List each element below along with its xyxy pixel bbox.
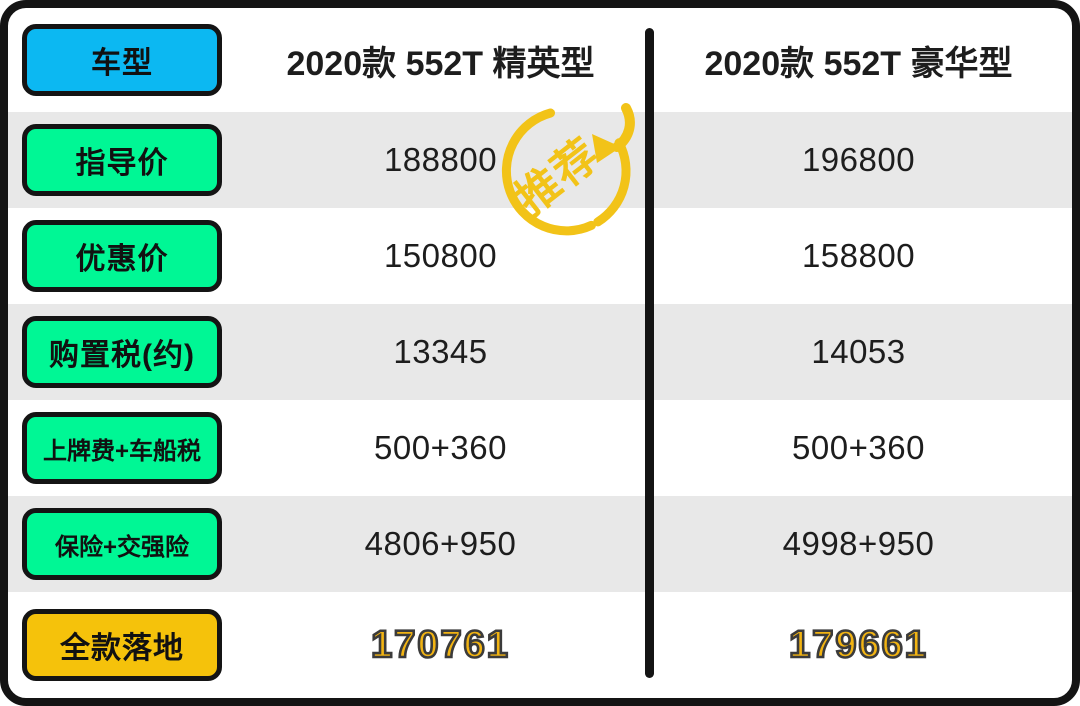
row-label-chip: 优惠价 bbox=[22, 220, 222, 292]
table-row-purchase-tax: 购置税(约) 13345 14053 bbox=[8, 304, 1072, 400]
check-arrow-icon bbox=[592, 103, 635, 163]
discount-trim2: 158800 bbox=[801, 237, 916, 274]
msrp-trim2: 196800 bbox=[801, 141, 916, 178]
table-row-registration-fee: 上牌费+车船税 500+360 500+360 bbox=[8, 400, 1072, 496]
tax-trim2: 14053 bbox=[811, 333, 906, 370]
row-label: 保险+交强险 bbox=[54, 533, 189, 561]
insurance-trim1: 4806+950 bbox=[364, 525, 517, 562]
model-chip: 车型 bbox=[22, 24, 222, 96]
table-row-discount-price: 优惠价 150800 158800 bbox=[8, 208, 1072, 304]
registration-trim2: 500+360 bbox=[792, 429, 925, 466]
row-label-chip: 保险+交强险 bbox=[22, 508, 222, 580]
row-label: 购置税(约) bbox=[49, 339, 195, 372]
registration-trim1: 500+360 bbox=[374, 429, 507, 466]
tax-trim1: 13345 bbox=[393, 333, 488, 370]
row-label-chip: 上牌费+车船税 bbox=[22, 412, 222, 484]
table-row-msrp: 指导价 188800 196800 bbox=[8, 112, 1072, 208]
column-header-trim2: 2020款 552T 豪华型 bbox=[704, 44, 1013, 83]
msrp-trim1: 188800 bbox=[383, 141, 498, 178]
table-row-insurance: 保险+交强险 4806+950 4998+950 bbox=[8, 496, 1072, 592]
insurance-trim2: 4998+950 bbox=[782, 525, 935, 562]
total-trim2: 179661 bbox=[788, 622, 928, 667]
recommend-stamp: 推荐 bbox=[501, 103, 635, 236]
row-label: 优惠价 bbox=[75, 243, 169, 276]
column-header-trim1: 2020款 552T 精英型 bbox=[286, 44, 595, 83]
header-label-cell: 车型 bbox=[8, 24, 236, 96]
row-label-chip: 全款落地 bbox=[22, 609, 222, 681]
row-label: 全款落地 bbox=[60, 632, 184, 665]
table-row-total-price: 全款落地 170761 179661 bbox=[8, 592, 1072, 698]
row-label-chip: 指导价 bbox=[22, 124, 222, 196]
discount-trim1: 150800 bbox=[383, 237, 498, 274]
stamp-circle bbox=[501, 108, 631, 236]
total-trim1: 170761 bbox=[370, 622, 510, 667]
row-label-chip: 购置税(约) bbox=[22, 316, 222, 388]
row-label: 上牌费+车船税 bbox=[42, 437, 201, 465]
model-chip-label: 车型 bbox=[91, 47, 153, 80]
row-label: 指导价 bbox=[75, 147, 169, 180]
column-divider bbox=[645, 28, 654, 678]
table-header-row: 车型 2020款 552T 精英型 2020款 552T 豪华型 bbox=[8, 8, 1072, 112]
